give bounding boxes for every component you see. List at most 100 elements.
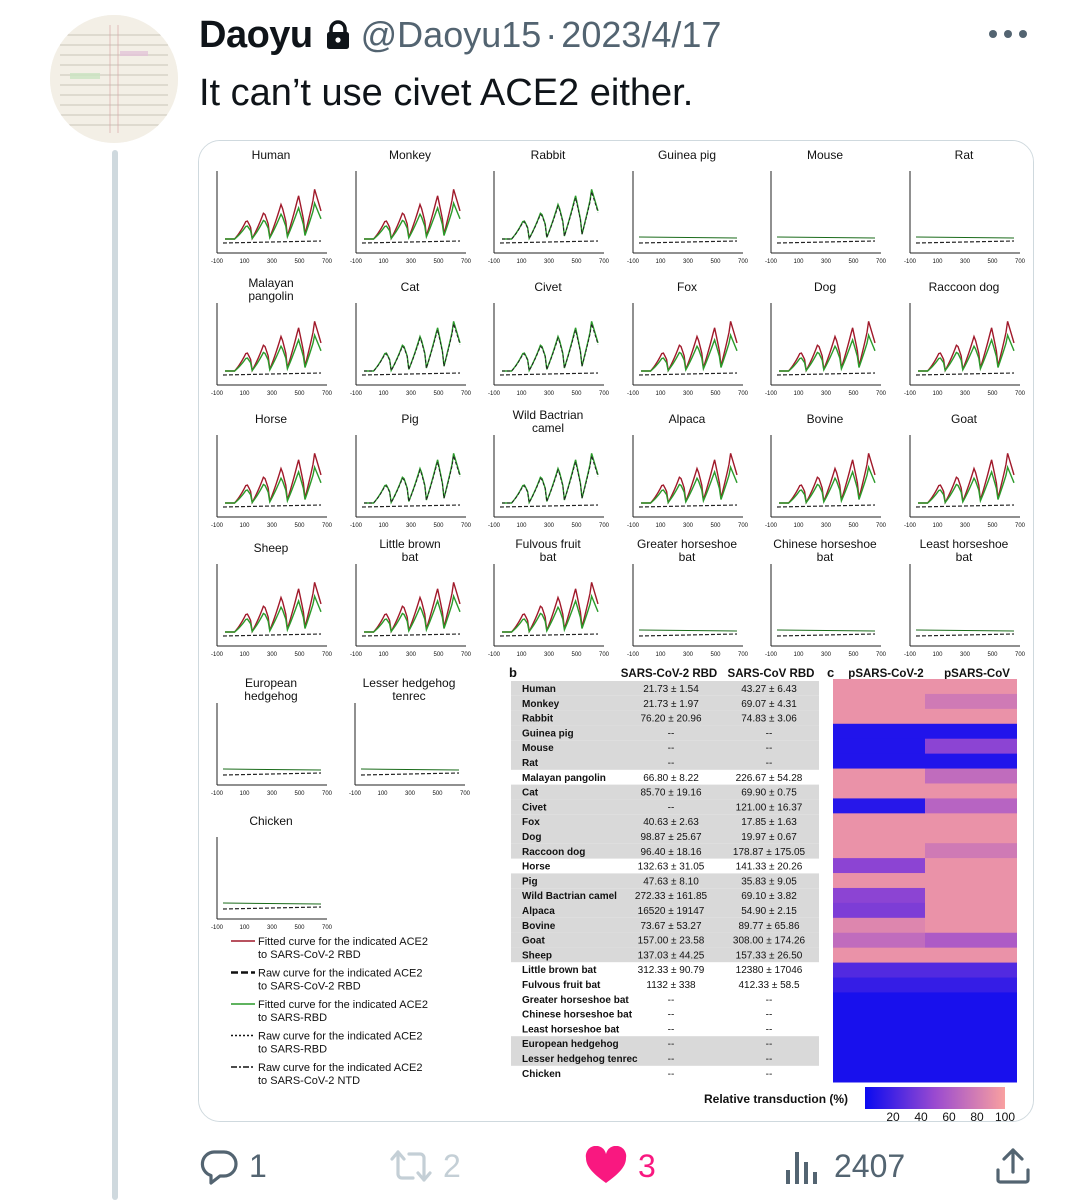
panel-4: Mouse -100 100 300 500 700	[765, 148, 887, 265]
ntd-curve	[361, 633, 461, 637]
views-button[interactable]: 2407	[784, 1146, 905, 1186]
x-tick-label: 500	[848, 652, 859, 658]
sars-curve	[225, 464, 322, 505]
x-tick-label: 700	[876, 391, 887, 397]
heatmap-cell	[925, 1052, 1017, 1068]
sars-curve	[641, 332, 738, 373]
table-value: 47.63 ± 8.10	[643, 876, 699, 887]
x-tick-label: 700	[599, 523, 610, 529]
table-value: --	[766, 743, 773, 754]
author-handle[interactable]: @Daoyu15	[360, 14, 542, 55]
x-tick-label: 100	[793, 259, 804, 265]
table-species: Chinese horseshoe bat	[522, 1010, 633, 1021]
panel-10: Dog -100 100 300 500 700	[765, 280, 887, 397]
like-count: 3	[638, 1147, 656, 1184]
x-tick-label: -100	[211, 791, 224, 797]
x-tick-label: 300	[683, 259, 694, 265]
x-tick-label: 500	[571, 259, 582, 265]
panel-title: bat	[956, 550, 973, 564]
tweet-date[interactable]: 2023/4/17	[561, 14, 722, 55]
heatmap-header: pSARS-CoV-2	[848, 668, 923, 680]
panel-18: Sheep -100 100 300 500 700	[211, 541, 333, 658]
retweet-icon	[390, 1150, 432, 1182]
more-options-icon[interactable]	[985, 22, 1031, 51]
avatar[interactable]	[50, 15, 178, 143]
like-button[interactable]: 3	[584, 1146, 656, 1186]
table-row-bg	[511, 710, 819, 726]
raw-curve	[502, 191, 599, 241]
tweet-actions: 1 2 3 2407	[199, 1146, 1039, 1190]
ntd-curve	[360, 772, 460, 776]
retweet-button[interactable]: 2	[389, 1146, 461, 1186]
table-value: 40.63 ± 2.63	[643, 817, 699, 828]
tweet-image[interactable]: Human -100 100 300 500 700 Monkey -100 100 300 500…	[198, 140, 1034, 1122]
thread-line	[112, 150, 118, 1200]
panel-title: European	[245, 676, 297, 690]
panel-title: Rat	[955, 148, 974, 162]
x-tick-label: 100	[378, 391, 389, 397]
table-row-bg	[511, 725, 819, 741]
x-tick-label: 700	[599, 391, 610, 397]
table-value: 412.33 ± 58.5	[738, 980, 800, 991]
x-tick-label: 100	[932, 652, 943, 658]
table-species: Greater horseshoe bat	[522, 995, 629, 1006]
ntd-curve	[361, 240, 461, 244]
x-tick-label: 100	[516, 652, 527, 658]
table-value: --	[668, 995, 675, 1006]
x-tick-label: -100	[765, 391, 778, 397]
heatmap-cell	[925, 992, 1017, 1008]
legend-label: Raw curve for the indicated ACE2	[258, 1062, 422, 1074]
table-species: Goat	[522, 936, 545, 947]
x-tick-label: -100	[350, 259, 363, 265]
table-value: --	[766, 1024, 773, 1035]
author-name[interactable]: Daoyu	[199, 13, 313, 56]
colorbar-tick: 20	[886, 1110, 900, 1121]
sars-curve	[918, 464, 1015, 505]
x-tick-label: 300	[267, 925, 278, 931]
table-value: 85.70 ± 19.16	[640, 788, 702, 799]
x-tick-label: 300	[405, 791, 416, 797]
panel-title: Raccoon dog	[929, 280, 1000, 294]
share-button[interactable]	[994, 1146, 1032, 1186]
x-tick-label: -100	[488, 391, 501, 397]
x-tick-label: 700	[461, 259, 472, 265]
ntd-curve	[361, 372, 461, 376]
x-tick-label: 100	[655, 259, 666, 265]
tweet-text: It can’t use civet ACE2 either.	[199, 72, 694, 114]
table-row-bg	[511, 932, 819, 948]
ntd-curve	[638, 372, 738, 376]
panel-title: Alpaca	[669, 412, 706, 426]
table-species: Little brown bat	[522, 965, 597, 976]
x-tick-label: 100	[793, 523, 804, 529]
x-tick-label: -100	[627, 391, 640, 397]
reply-icon	[200, 1150, 238, 1185]
x-tick-label: 700	[1015, 523, 1026, 529]
panel-title: Fox	[677, 280, 697, 294]
panel-title: Civet	[534, 280, 562, 294]
x-tick-label: 500	[848, 259, 859, 265]
ntd-curve	[222, 372, 322, 376]
x-tick-label: 300	[683, 652, 694, 658]
ntd-curve	[222, 240, 322, 244]
reply-button[interactable]: 1	[199, 1146, 267, 1186]
x-tick-label: -100	[627, 259, 640, 265]
x-tick-label: 500	[987, 523, 998, 529]
table-species: Horse	[522, 862, 551, 873]
ntd-curve	[638, 240, 738, 244]
heatmap-cell	[833, 917, 925, 934]
views-icon	[786, 1152, 817, 1184]
heatmap-cell	[925, 828, 1017, 844]
table-value: --	[668, 743, 675, 754]
x-tick-label: 500	[294, 925, 305, 931]
x-tick-label: 500	[433, 259, 444, 265]
heatmap-cell	[925, 798, 1017, 814]
x-tick-label: 500	[433, 391, 444, 397]
raw-curve	[502, 323, 599, 373]
heatmap-cell	[925, 902, 1017, 919]
panel-title: Wild Bactrian	[513, 408, 584, 422]
panel-9: Fox -100 100 300 500 700	[627, 280, 749, 397]
panel-8: Civet -100 100 300 500 700	[488, 280, 610, 397]
heatmap-cell	[833, 798, 925, 814]
heatmap-cell	[925, 753, 1017, 770]
heatmap-cell	[925, 932, 1017, 949]
